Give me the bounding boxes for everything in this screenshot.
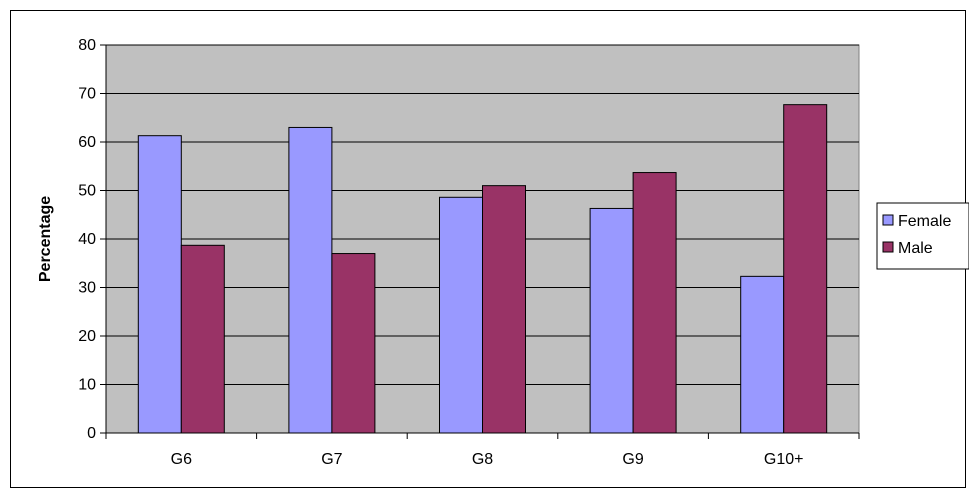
x-tick-label: G6 bbox=[171, 451, 192, 468]
y-tick-label: 50 bbox=[78, 183, 96, 200]
bar-female-g8 bbox=[439, 196, 483, 434]
y-tick-labels: 0 10 20 30 40 50 60 70 80 bbox=[78, 37, 96, 442]
bar-female-g6 bbox=[137, 135, 182, 434]
bar-female-g7 bbox=[288, 126, 333, 434]
bar-male-g7 bbox=[331, 253, 376, 434]
legend-label-female: Female bbox=[898, 213, 951, 230]
bar-male-g6 bbox=[180, 244, 225, 434]
y-tick-label: 70 bbox=[78, 86, 96, 103]
y-tick-label: 80 bbox=[78, 37, 96, 54]
legend: Female Male bbox=[876, 202, 969, 270]
x-tick-label: G9 bbox=[622, 451, 643, 468]
x-tick-label: G8 bbox=[472, 451, 493, 468]
bar-male-g9 bbox=[632, 172, 677, 434]
bar-male-g8 bbox=[482, 185, 526, 434]
x-tick-label: G7 bbox=[321, 451, 342, 468]
bar-male-g10plus bbox=[783, 104, 828, 434]
legend-swatch-male bbox=[882, 241, 894, 253]
legend-swatch-female bbox=[882, 214, 894, 226]
y-axis-title: Percentage bbox=[37, 196, 54, 282]
legend-box bbox=[876, 202, 969, 270]
y-tick-label: 10 bbox=[78, 377, 96, 394]
x-tick-labels: G6 G7 G8 G9 G10+ bbox=[171, 451, 804, 468]
y-tick-label: 60 bbox=[78, 134, 96, 151]
y-tick-label: 0 bbox=[87, 425, 96, 442]
y-tick-label: 20 bbox=[78, 328, 96, 345]
axes bbox=[100, 44, 860, 439]
bar-female-g10plus bbox=[740, 275, 785, 434]
bar-female-g9 bbox=[589, 207, 634, 434]
y-tick-label: 40 bbox=[78, 231, 96, 248]
bars bbox=[137, 104, 828, 434]
y-tick-label: 30 bbox=[78, 280, 96, 297]
x-tick-label: G10+ bbox=[764, 451, 804, 468]
legend-label-male: Male bbox=[898, 240, 933, 257]
